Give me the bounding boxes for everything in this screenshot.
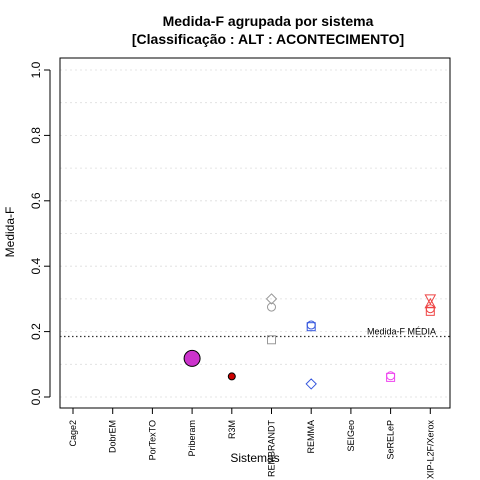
data-point [183, 349, 201, 367]
data-point [227, 372, 236, 381]
y-tick-label: 0.4 [29, 258, 43, 275]
plot-area: 0.0 0.2 0.4 0.6 0.8 1.0 Cage2 DobrEM PorTexTO Pri… [29, 57, 451, 480]
x-tick-label: Cage2 [68, 420, 78, 447]
data-point [424, 294, 437, 305]
y-tick-label: 0.6 [29, 192, 43, 209]
y-axis-label: Medida-F [3, 207, 17, 258]
data-point [306, 322, 316, 332]
x-tick-label: Priberam [187, 420, 197, 457]
data-point [305, 378, 317, 390]
x-tick-label: SeRELeP [386, 420, 396, 460]
y-tick-label: 0.0 [29, 388, 43, 405]
y-tick-label: 1.0 [29, 61, 43, 78]
x-tick-label: DobrEM [108, 420, 118, 453]
y-tick-label: 0.8 [29, 127, 43, 144]
reference-line-label: Medida-F MÉDIA [367, 327, 436, 337]
x-tick-label: PorTexTO [147, 420, 157, 460]
x-tick-label: R3M [227, 420, 237, 439]
data-point [425, 306, 435, 316]
data-point [267, 335, 276, 345]
x-axis-label: Sistemas [230, 451, 279, 465]
y-tick-label: 0.2 [29, 323, 43, 340]
chart-subtitle: [Classificação : ALT : ACONTECIMENTO] [132, 31, 404, 47]
x-tick-label: XIP-L2F/Xerox [425, 420, 435, 480]
x-tick-label: REMMA [306, 420, 316, 454]
data-point [265, 293, 278, 305]
data-point [386, 372, 396, 382]
data-point [267, 302, 276, 312]
chart-title: Medida-F agrupada por sistema [163, 13, 374, 29]
x-tick-label: REMBRANDT [267, 420, 277, 478]
x-tick-label: SEIGeo [346, 420, 356, 452]
data-point [425, 304, 435, 314]
plot-frame [59, 57, 451, 409]
